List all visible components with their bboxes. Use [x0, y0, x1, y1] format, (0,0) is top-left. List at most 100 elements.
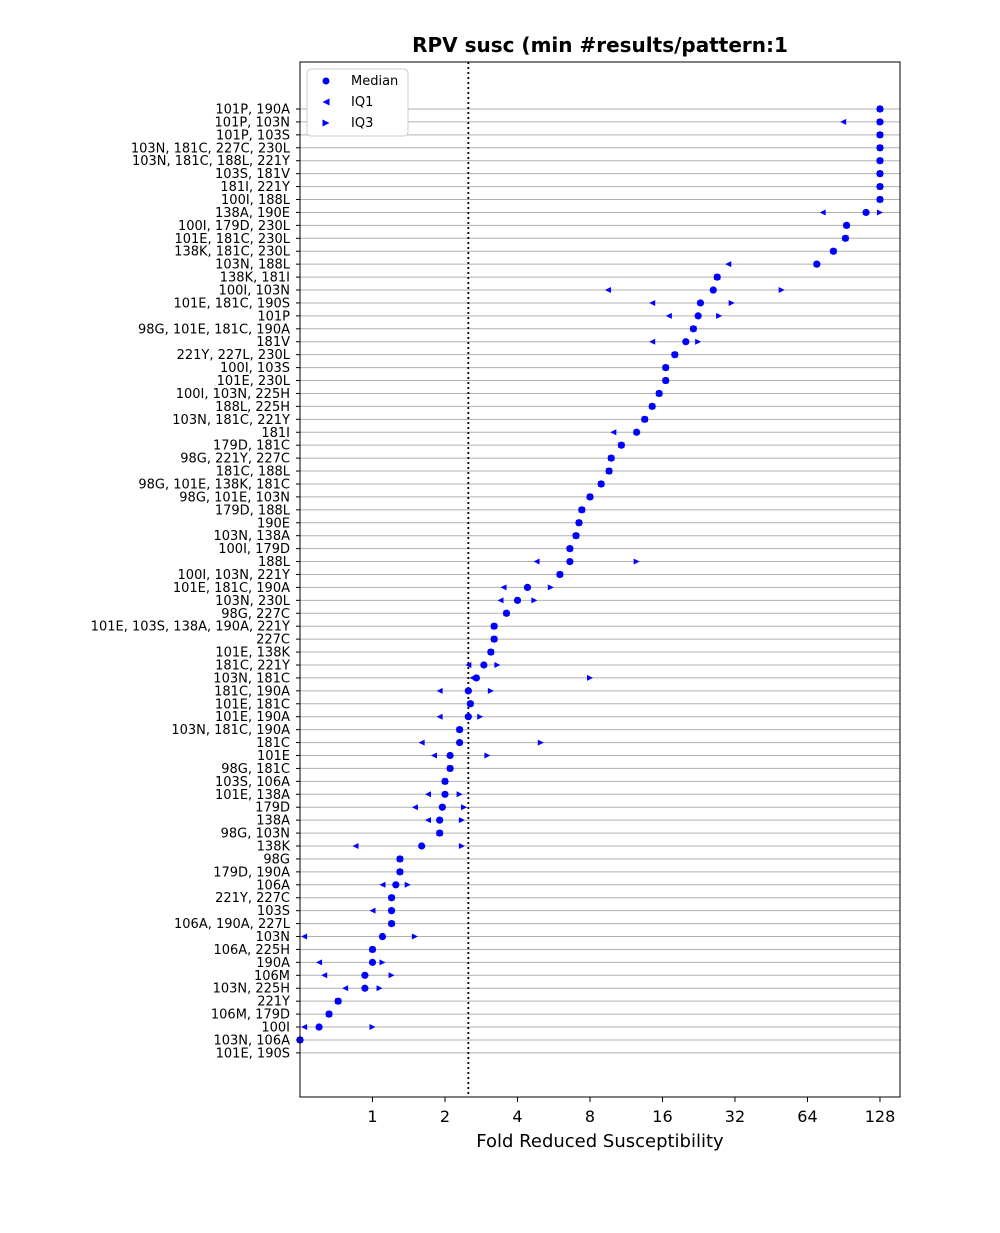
iq1-marker	[840, 118, 847, 125]
x-tick-label: 128	[865, 1107, 896, 1126]
y-tick-label: 101E	[257, 749, 290, 764]
y-tick-label: 101P, 190A	[215, 103, 290, 118]
median-marker	[841, 234, 850, 242]
iq3-marker	[411, 933, 418, 940]
y-tick-label: 138A, 190E	[215, 206, 290, 221]
y-tick-label: 103N, 230L	[215, 594, 291, 609]
iq3-marker	[547, 584, 554, 591]
legend-iq1-marker	[322, 98, 330, 106]
median-marker	[523, 583, 532, 592]
iq1-marker	[604, 287, 611, 294]
x-ticks: 1 2 4 8 16 32 64 128	[367, 1097, 895, 1126]
iq1-marker	[436, 687, 443, 694]
median-marker	[490, 635, 498, 643]
iq1-marker	[411, 804, 418, 811]
y-tick-label: 101E, 190S	[216, 1046, 290, 1061]
y-tick-label: 138K	[257, 840, 291, 855]
iq1-marker	[649, 338, 656, 345]
y-tick-label: 100I, 179D	[218, 542, 290, 557]
median-marker	[464, 713, 472, 721]
iq1-marker	[379, 881, 386, 888]
median-marker	[418, 842, 426, 850]
iq3-marker	[461, 804, 468, 811]
median-marker	[392, 881, 400, 889]
iq3-marker	[404, 881, 411, 888]
median-marker	[689, 325, 697, 333]
median-marker	[387, 907, 396, 915]
median-marker	[671, 351, 679, 359]
median-marker	[709, 286, 717, 294]
iq1-marker	[819, 209, 826, 216]
y-tick-label: 101E, 230L	[217, 374, 291, 389]
iq1-marker	[497, 597, 504, 604]
median-marker	[502, 609, 511, 617]
iq3-marker	[376, 985, 383, 992]
iq3-marker	[494, 661, 501, 668]
median-marker	[813, 260, 821, 268]
y-tick-label: 103N, 181C, 221Y	[172, 413, 290, 428]
x-tick-label: 64	[797, 1107, 817, 1126]
iq3-marker	[716, 312, 723, 319]
x-tick-label: 8	[585, 1107, 595, 1126]
y-tick-label: 106A	[256, 878, 290, 893]
y-tick-label: 190E	[257, 516, 290, 531]
median-marker	[876, 131, 884, 139]
median-marker	[387, 919, 396, 928]
iq3-marker	[633, 558, 640, 565]
y-tick-label: 188L, 225H	[215, 400, 290, 415]
iq3-marker	[456, 791, 463, 798]
iq3-marker	[458, 817, 465, 824]
median-marker	[361, 971, 369, 979]
median-marker	[876, 195, 884, 204]
median-marker	[842, 221, 851, 229]
chart-title: RPV susc (min #results/pattern:1	[412, 33, 788, 57]
y-tick-label: 181C, 188L	[216, 465, 291, 480]
iq1-marker	[301, 933, 308, 940]
iq1-marker	[301, 1024, 308, 1031]
y-tick-label: 103S, 106A	[215, 775, 290, 790]
median-marker	[556, 570, 564, 579]
median-marker	[575, 519, 583, 527]
iq1-marker	[424, 817, 431, 824]
x-axis-title: Fold Reduced Susceptibility	[476, 1131, 724, 1152]
y-tick-label: 101P, 103S	[216, 128, 290, 143]
y-tick-label: 101E, 138K	[215, 646, 290, 661]
y-tick-label: 221Y	[257, 995, 290, 1010]
y-tick-label: 101E, 190A	[215, 710, 290, 725]
y-tick-label: 103N, 181C	[213, 671, 290, 686]
median-marker	[607, 454, 615, 462]
median-marker	[446, 764, 454, 773]
median-marker	[597, 480, 605, 488]
iq1-marker	[424, 791, 431, 798]
y-tick-label: 181C, 221Y	[215, 658, 290, 673]
median-marker	[472, 674, 480, 682]
y-tick-label: 227C	[256, 633, 290, 648]
median-marker	[566, 557, 574, 566]
median-marker	[633, 428, 641, 436]
x-tick-label: 1	[367, 1107, 377, 1126]
y-tick-label: 103N, 106A	[213, 1033, 290, 1048]
y-tick-label: 103N, 138A	[213, 529, 290, 544]
y-tick-label: 181V	[256, 335, 290, 350]
median-marker	[396, 868, 404, 876]
median-marker	[648, 402, 656, 410]
y-tick-label: 103N, 188L	[215, 258, 291, 273]
y-tick-label: 98G, 101E, 181C, 190A	[138, 322, 290, 337]
markers-layer	[296, 105, 884, 1044]
iq3-marker	[369, 1024, 376, 1031]
iq3-marker	[537, 739, 544, 746]
iq3-marker	[458, 843, 465, 850]
plot-frame	[299, 61, 901, 1098]
y-tick-label: 100I, 188L	[221, 193, 291, 208]
median-marker	[436, 829, 444, 837]
median-marker	[334, 997, 342, 1005]
median-marker	[696, 299, 705, 307]
median-marker	[480, 661, 488, 669]
y-tick-label: 101E, 181C, 190A	[173, 581, 290, 596]
median-marker	[662, 364, 670, 372]
y-tick-label: 100I, 103N, 221Y	[178, 568, 291, 583]
y-tick-label: 101E, 103S, 138A, 190A, 221Y	[91, 620, 290, 635]
y-tick-label: 138A	[256, 814, 290, 829]
iq1-marker	[369, 907, 376, 914]
